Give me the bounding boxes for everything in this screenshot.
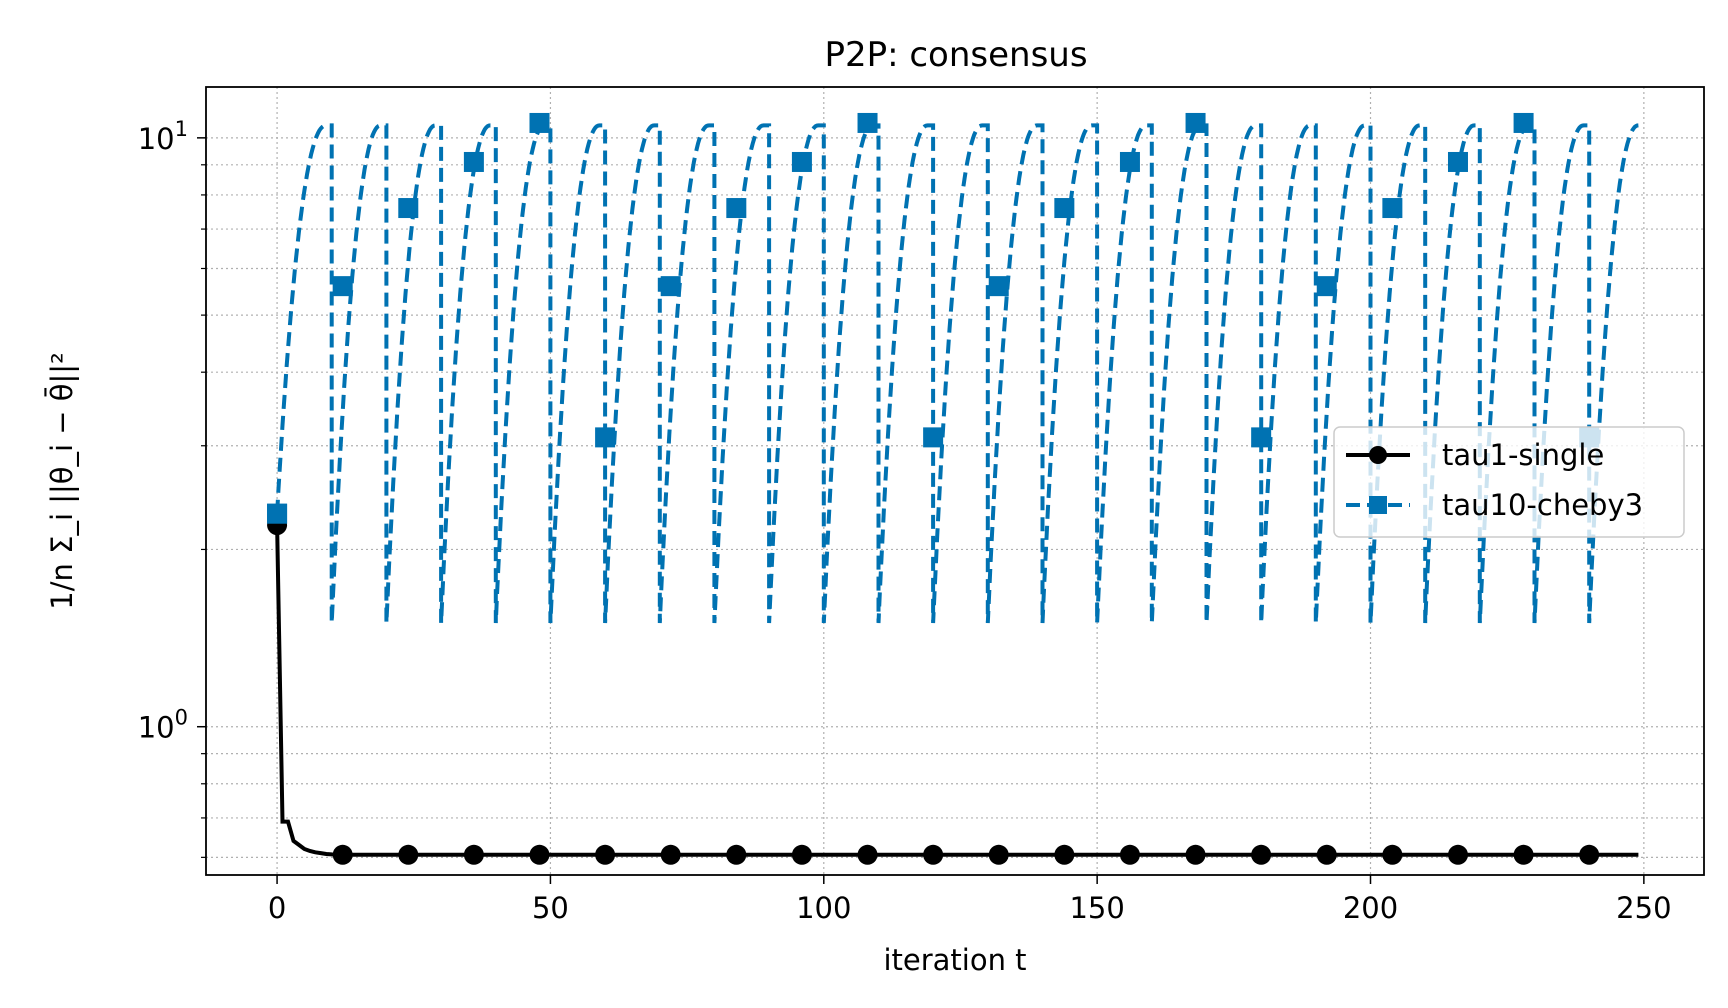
marker-tau1-single [1251, 844, 1272, 865]
marker-tau10-cheby3 [463, 151, 484, 172]
legend-frame [1333, 426, 1685, 538]
plot-area-frame [205, 86, 1705, 876]
marker-tau1-single [1579, 844, 1600, 865]
x-tick-label: 250 [1616, 891, 1671, 925]
x-tick-label: 0 [268, 891, 286, 925]
y-axis: 100 101 [138, 117, 206, 858]
legend-label-tau10-cheby3: tau10-cheby3 [1442, 488, 1643, 522]
marker-tau1-single [988, 844, 1009, 865]
marker-tau10-cheby3 [791, 151, 812, 172]
marker-tau1-single [1316, 844, 1337, 865]
marker-tau10-cheby3 [1119, 151, 1140, 172]
marker-tau1-single [726, 844, 747, 865]
x-axis: 0 50 100 150 200 250 [268, 875, 1672, 925]
marker-tau1-single [595, 844, 616, 865]
legend-label-tau1-single: tau1-single [1442, 438, 1604, 472]
legend-marker-tau10-cheby3 [1369, 496, 1387, 514]
marker-tau1-single [660, 844, 681, 865]
marker-tau1-single [398, 844, 419, 865]
marker-tau10-cheby3 [1054, 198, 1075, 219]
marker-tau1-single [1447, 844, 1468, 865]
legend-marker-tau1-single [1369, 446, 1387, 464]
marker-tau10-cheby3 [857, 112, 878, 133]
marker-tau1-single [923, 844, 944, 865]
marker-tau10-cheby3 [988, 276, 1009, 297]
marker-tau10-cheby3 [1185, 112, 1206, 133]
marker-tau1-single [791, 844, 812, 865]
y-tick-label: 100 [138, 706, 188, 745]
series-line-tau1-single [275, 525, 1639, 857]
marker-tau10-cheby3 [1447, 151, 1468, 172]
marker-tau10-cheby3 [1251, 427, 1272, 448]
marker-tau10-cheby3 [1316, 276, 1337, 297]
legend: tau1-single tau10-cheby3 [1333, 426, 1685, 538]
marker-tau10-cheby3 [398, 198, 419, 219]
marker-tau10-cheby3 [595, 427, 616, 448]
marker-tau10-cheby3 [923, 427, 944, 448]
marker-tau10-cheby3 [1513, 112, 1534, 133]
marker-tau10-cheby3 [332, 276, 353, 297]
marker-tau1-single [463, 844, 484, 865]
series-layer [267, 112, 1639, 865]
marker-tau10-cheby3 [1382, 198, 1403, 219]
marker-tau1-single [1119, 844, 1140, 865]
marker-tau10-cheby3 [267, 503, 288, 524]
x-tick-label: 50 [532, 891, 569, 925]
y-tick-label: 101 [138, 117, 188, 156]
marker-tau1-single [529, 844, 550, 865]
marker-tau1-single [1185, 844, 1206, 865]
series-line-tau10-cheby3 [275, 123, 1639, 624]
marker-tau1-single [1382, 844, 1403, 865]
marker-tau1-single [857, 844, 878, 865]
x-tick-label: 100 [796, 891, 851, 925]
x-axis-label: iteration t [883, 943, 1026, 977]
marker-tau10-cheby3 [726, 198, 747, 219]
chart-title: P2P: consensus [824, 35, 1087, 75]
marker-tau1-single [1513, 844, 1534, 865]
y-axis-label: 1/n Σ_i ||θ_i − θ̄||² [45, 352, 79, 609]
x-tick-label: 150 [1069, 891, 1124, 925]
x-tick-label: 200 [1343, 891, 1398, 925]
marker-tau10-cheby3 [529, 112, 550, 133]
marker-tau1-single [332, 844, 353, 865]
marker-tau1-single [1054, 844, 1075, 865]
marker-tau10-cheby3 [660, 276, 681, 297]
